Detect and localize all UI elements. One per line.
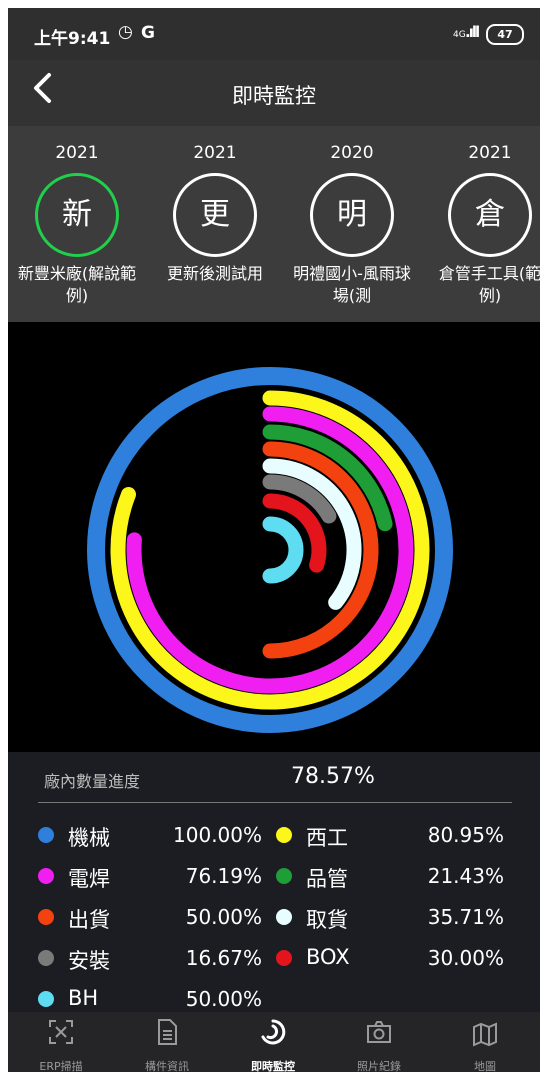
legend-percent: 50.00% [185, 905, 262, 929]
legend-percent: 76.19% [185, 864, 262, 888]
nav-label: 即時監控 [251, 1060, 295, 1072]
nav-label: 照片紀錄 [357, 1060, 401, 1072]
progress-ring-8 [262, 516, 304, 584]
camera-icon [367, 1021, 391, 1043]
nav-item[interactable]: ERP掃描 [8, 1012, 114, 1072]
legend-name: BOX [306, 945, 350, 969]
progress-ring-2 [126, 406, 414, 694]
legend-dot [276, 909, 292, 925]
nav-label: 地圖 [474, 1060, 496, 1072]
legend-item: BOX 30.00% [276, 943, 504, 973]
legend-percent: 35.71% [427, 905, 504, 929]
nav-item[interactable]: 即時監控 [220, 1012, 326, 1072]
page-title: 即時監控 [232, 84, 316, 108]
progress-ring-7 [262, 493, 327, 573]
battery-icon: 47 [486, 24, 524, 45]
divider [38, 802, 512, 803]
legend-item: 電焊 76.19% [38, 861, 262, 891]
legend-dot [38, 868, 54, 884]
progress-ring-6 [262, 474, 337, 524]
legend-item: 出貨 50.00% [38, 902, 262, 932]
legend-dot [276, 827, 292, 843]
legend-dot [38, 950, 54, 966]
nav-item[interactable]: 照片紀錄 [326, 1012, 432, 1072]
project-item[interactable]: 2021 倉倉管手工具(範例) [428, 126, 540, 307]
legend-dot [38, 991, 54, 1007]
project-avatar[interactable]: 倉 [448, 173, 532, 257]
progress-ring-0 [87, 367, 453, 733]
progress-summary: 廠內數量進度 78.57% 機械 100.00% 西工 80.95% 電焊 76.19% 品… [8, 752, 540, 1012]
legend-item: 取貨 35.71% [276, 902, 504, 932]
legend-name: 出貨 [68, 908, 110, 932]
scan-icon [49, 1020, 73, 1044]
legend-dot [38, 827, 54, 843]
project-year: 2021 [468, 143, 512, 163]
project-avatar[interactable]: 更 [173, 173, 257, 257]
alarm-clock-icon: ◷ [118, 22, 133, 42]
project-avatar[interactable]: 明 [310, 173, 394, 257]
project-name: 明禮國小-風雨球場(測 [293, 264, 411, 305]
project-name: 更新後測試用 [166, 264, 263, 283]
progress-ring-4 [262, 441, 379, 659]
legend-name: 品管 [306, 867, 348, 891]
project-selector: 2021 新新豐米廠(解說範例) 2021 更更新後測試用 2020 明明禮國小-風雨球場… [8, 126, 540, 322]
legend-name: 機械 [68, 826, 110, 850]
legend-name: 西工 [306, 826, 348, 850]
legend-percent: 30.00% [427, 946, 504, 970]
legend-percent: 100.00% [173, 823, 262, 847]
legend-item: 機械 100.00% [38, 820, 262, 850]
legend-name: 安裝 [68, 949, 110, 973]
google-icon: G [141, 23, 155, 43]
legend-dot [276, 868, 292, 884]
status-bar: 上午9:41 ◷ G 4G .ıll 47 [8, 8, 540, 60]
project-year: 2021 [55, 143, 99, 163]
project-item[interactable]: 2021 新新豐米廠(解說範例) [15, 126, 139, 307]
project-avatar[interactable]: 新 [35, 173, 119, 257]
progress-chart [8, 322, 540, 752]
overall-progress-value: 78.57% [291, 764, 375, 789]
legend-name: BH [68, 986, 99, 1010]
progress-ring-5 [262, 458, 362, 610]
signal-icon: .ıll [465, 23, 480, 41]
clock: 上午9:41 [34, 29, 111, 49]
document-icon [158, 1019, 177, 1045]
project-item[interactable]: 2020 明明禮國小-風雨球場(測 [290, 126, 414, 307]
legend-item: 西工 80.95% [276, 820, 504, 850]
map-icon [473, 1022, 497, 1047]
project-year: 2021 [193, 143, 237, 163]
legend-item: 安裝 16.67% [38, 943, 262, 973]
back-button[interactable] [30, 71, 54, 114]
network-type: 4G [453, 30, 466, 40]
legend-item: BH 50.00% [38, 984, 262, 1014]
bottom-navigation: ERP掃描 構件資訊 即時監控 照片紀錄 地圖 [8, 1012, 540, 1072]
legend-name: 電焊 [68, 867, 110, 891]
project-item[interactable]: 2021 更更新後測試用 [153, 126, 277, 307]
overall-progress-label: 廠內數量進度 [44, 772, 141, 791]
legend-percent: 16.67% [185, 946, 262, 970]
nav-item[interactable]: 地圖 [432, 1012, 538, 1072]
legend-name: 取貨 [306, 908, 348, 932]
project-name: 倉管手工具(範例) [438, 264, 540, 305]
legend-percent: 50.00% [185, 987, 262, 1011]
app-screen: 上午9:41 ◷ G 4G .ıll 47 即時監控 2021 新新豐米廠(解說範… [8, 8, 540, 1072]
progress-ring-3 [262, 424, 393, 532]
nav-item[interactable]: 構件資訊 [114, 1012, 220, 1072]
progress-ring-1 [110, 390, 430, 710]
project-year: 2020 [330, 143, 374, 163]
legend-dot [276, 950, 292, 966]
legend-percent: 21.43% [427, 864, 504, 888]
nav-label: ERP掃描 [39, 1060, 83, 1072]
legend-item: 品管 21.43% [276, 861, 504, 891]
chevron-left-icon [34, 73, 51, 103]
legend-percent: 80.95% [427, 823, 504, 847]
radial-progress-chart [87, 367, 453, 733]
nav-label: 構件資訊 [145, 1060, 189, 1072]
top-app-bar: 即時監控 [8, 60, 540, 126]
project-name: 新豐米廠(解說範例) [17, 264, 137, 305]
monitor-rings-icon [261, 1019, 286, 1045]
legend-dot [38, 909, 54, 925]
